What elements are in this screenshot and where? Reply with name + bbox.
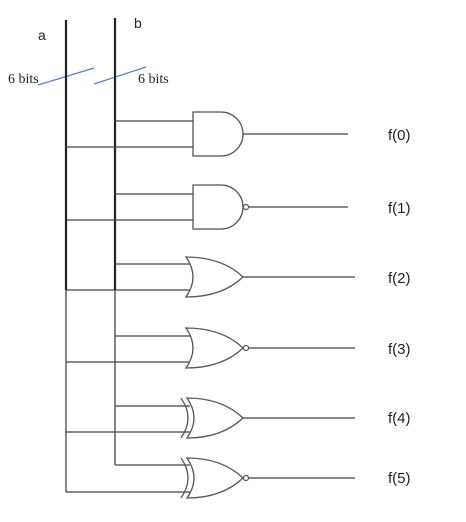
xnor-gate-5 xyxy=(180,457,355,499)
output-f2-label: f(2) xyxy=(388,270,411,287)
nand-gate-1 xyxy=(192,184,348,230)
output-f0-label: f(0) xyxy=(388,127,411,144)
input-a-width-label: 6 bits xyxy=(8,72,39,87)
input-wires xyxy=(66,120,193,493)
input-b-label: b xyxy=(134,15,142,31)
output-f4-label: f(4) xyxy=(388,410,411,427)
or-gate-2 xyxy=(184,256,355,298)
input-b-width-label: 6 bits xyxy=(138,72,169,87)
input-a-label: a xyxy=(38,27,46,43)
bus-b-slash xyxy=(93,66,147,85)
xor-gate-4 xyxy=(180,397,355,439)
output-f3-label: f(3) xyxy=(388,341,411,358)
nor-gate-3 xyxy=(184,327,355,369)
and-gate-0 xyxy=(192,111,348,157)
output-f1-label: f(1) xyxy=(388,200,411,217)
output-f5-label: f(5) xyxy=(388,470,411,487)
